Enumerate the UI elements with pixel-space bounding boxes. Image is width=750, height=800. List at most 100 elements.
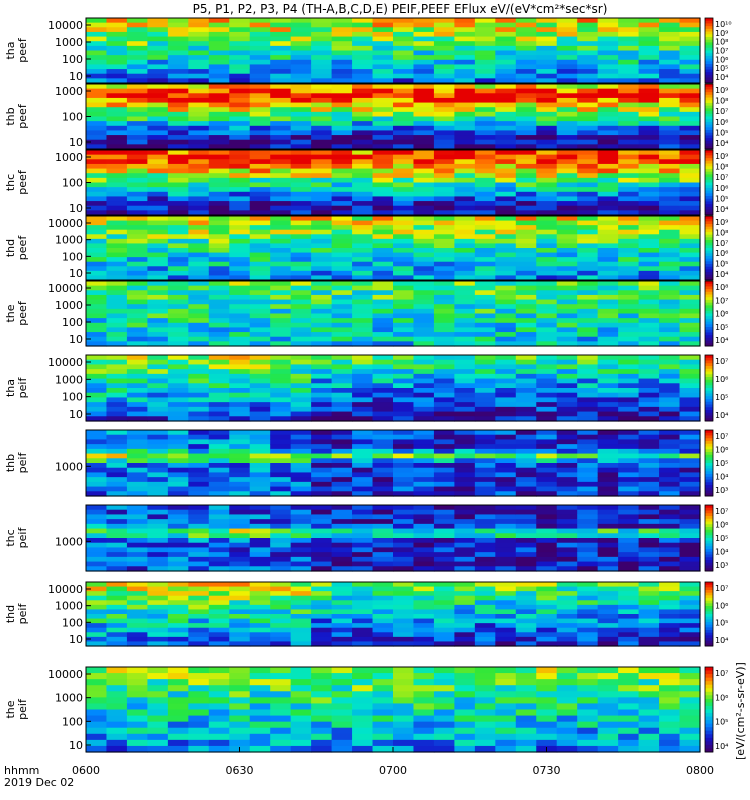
heatmap-cell [372,556,394,563]
heatmap-cell [188,416,210,422]
heatmap-cell [474,632,496,638]
heatmap-cell [147,93,169,99]
heatmap-cell [147,472,169,478]
heatmap-cell [331,234,353,240]
heatmap-cell [638,586,660,592]
heatmap-cell [495,130,517,136]
colorbar-segment [705,727,713,732]
heatmap-cell [86,69,108,75]
heatmap-cell [413,210,435,216]
heatmap-cell [495,739,517,747]
heatmap-cell [433,173,455,179]
heatmap-cell [249,55,271,61]
colorbar-segment [705,490,713,494]
heatmap-cell [372,709,394,717]
heatmap-cell [270,591,292,597]
heatmap-cell [474,121,496,127]
heatmap-cell [454,93,476,99]
heatmap-cell [393,523,415,530]
heatmap-cell [556,163,578,170]
colorbar-segment [705,516,713,520]
panel-name-tha: tha [4,41,17,59]
heatmap-cell [229,523,251,530]
heatmap-cell [86,159,108,165]
heatmap-cell [249,304,271,310]
heatmap-cell [413,402,435,408]
heatmap-cell [536,477,558,483]
heatmap-cell [167,299,189,305]
heatmap-cell [413,561,435,567]
heatmap-cell [679,84,701,90]
heatmap-cell [352,130,374,136]
heatmap-cell [618,556,640,563]
heatmap-cell [495,697,517,705]
heatmap-cell [536,121,558,127]
heatmap-cell [679,709,701,717]
heatmap-cell [249,505,271,511]
heatmap-cell [679,591,701,597]
heatmap-cell [433,491,455,497]
colorbar-segment [705,321,713,325]
y-tick-label: 100 [62,177,83,190]
heatmap-cell [577,290,599,296]
colorbar-tick-label: 10⁷ [715,239,728,248]
heatmap-cell [659,533,681,539]
heatmap-cell [515,252,537,258]
heatmap-cell [679,727,701,735]
heatmap-cell [536,154,558,160]
heatmap-cell [556,304,578,310]
heatmap-cell [577,388,599,394]
heatmap-cell [597,257,619,263]
heatmap-cell [495,261,517,267]
heatmap-cell [515,582,537,588]
heatmap-cell [393,430,415,436]
heatmap-cell [413,69,435,75]
heatmap-cell [618,691,640,698]
heatmap-cell [86,641,108,647]
heatmap-cell [413,313,435,319]
heatmap-cell [167,196,189,202]
heatmap-cell [556,102,578,108]
heatmap-cell [413,261,435,267]
heatmap-cell [352,627,374,633]
colorbar-segment [705,226,713,230]
heatmap-cell [495,135,517,141]
heatmap-cell [167,733,189,741]
heatmap-cell [454,308,476,315]
colorbar-segment [705,622,713,626]
heatmap-cell [679,383,701,389]
heatmap-cell [659,383,681,389]
heatmap-cell [147,416,169,422]
heatmap-cell [106,238,128,245]
heatmap-cell [577,679,599,686]
heatmap-cell [372,78,394,84]
heatmap-cell [433,369,455,375]
colorbar-segment [705,549,713,553]
heatmap-cell [126,614,148,620]
heatmap-cell [577,313,599,319]
heatmap-cell [167,107,189,113]
heatmap-cell [659,121,681,127]
heatmap-cell [597,397,619,403]
heatmap-cell [474,383,496,389]
heatmap-cell [474,225,496,231]
heatmap-cell [536,163,558,170]
heatmap-cell [331,477,353,483]
heatmap-cell [393,623,415,629]
heatmap-cell [106,733,128,741]
heatmap-cell [208,150,230,156]
heatmap-cell [106,173,128,179]
heatmap-cell [270,566,292,572]
heatmap-cell [311,78,333,84]
heatmap-cell [515,168,537,174]
heatmap-cell [167,509,189,516]
heatmap-cell [433,416,455,422]
heatmap-cell [331,388,353,394]
colorbar-segment [705,713,713,718]
heatmap-cell [126,618,148,624]
heatmap-cell [188,632,210,638]
heatmap-cell [147,187,169,193]
heatmap-cell [270,55,292,61]
heatmap-cell [556,341,578,347]
